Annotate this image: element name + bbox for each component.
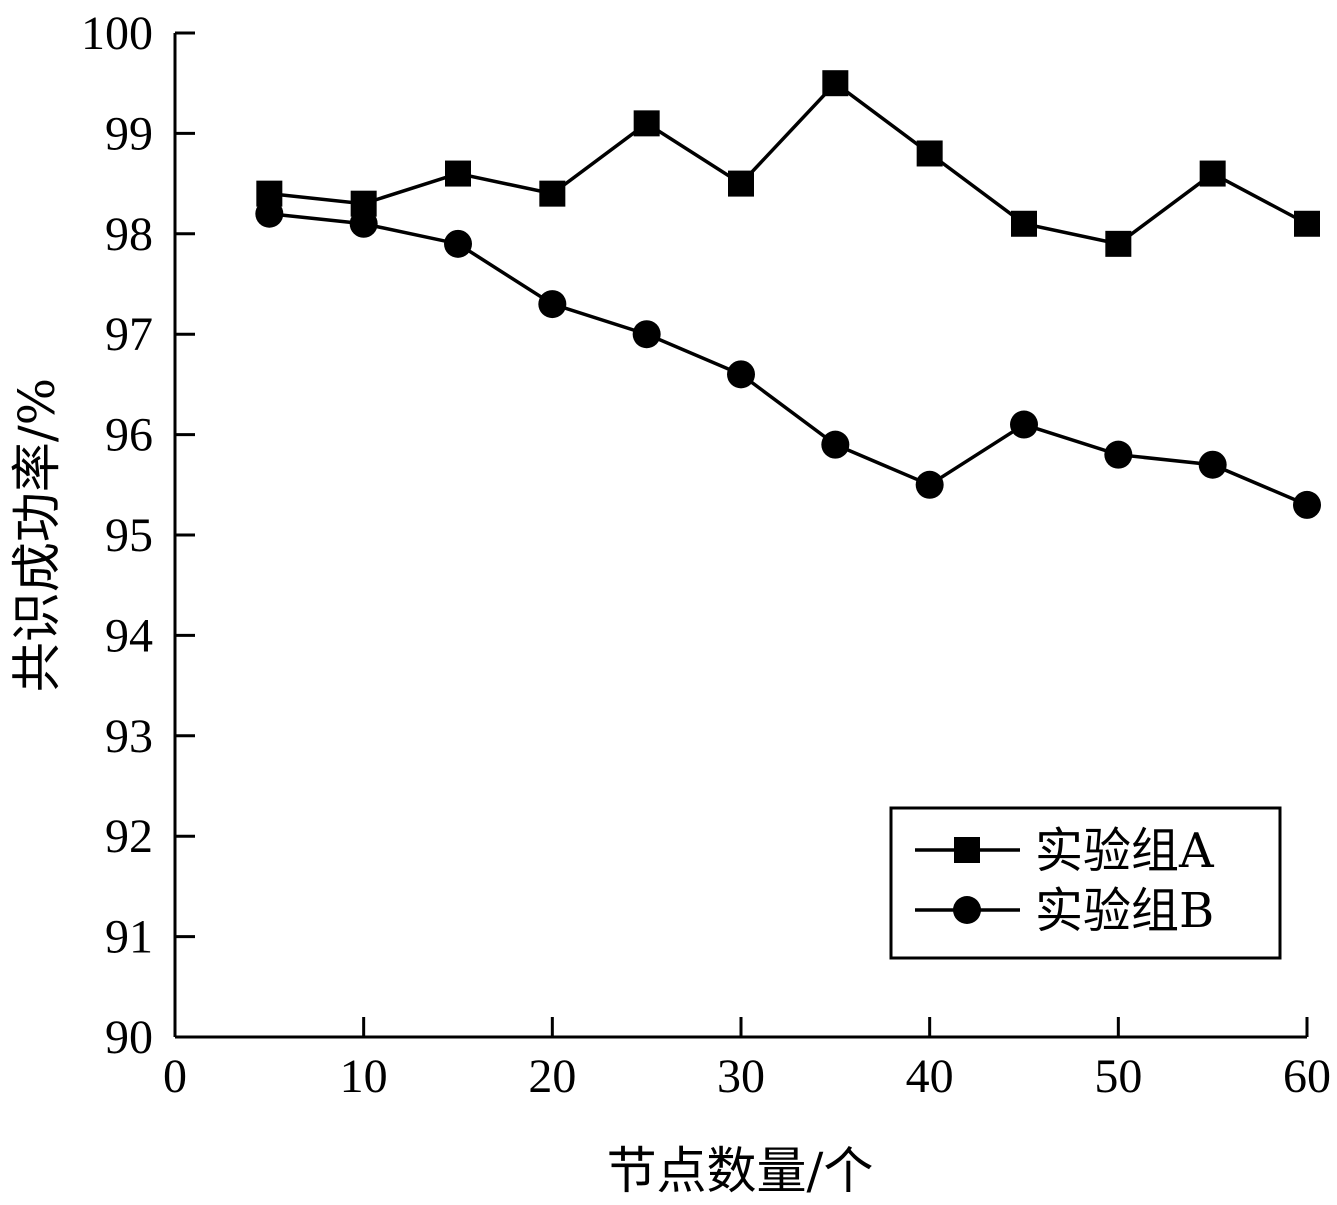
circle-point <box>915 470 944 499</box>
circle-point <box>1198 450 1227 479</box>
circle-point <box>349 209 378 238</box>
x-axis-title: 节点数量/个 <box>607 1142 874 1200</box>
square-point <box>1199 160 1226 187</box>
legend-square-marker <box>954 837 980 863</box>
circle-point <box>255 199 284 228</box>
square-point <box>633 110 660 137</box>
circle-point <box>444 229 472 258</box>
x-tick-label: 30 <box>717 1050 765 1103</box>
square-point <box>822 70 849 97</box>
legend-box <box>889 806 1282 960</box>
legend-label: 实验组B <box>1035 883 1214 939</box>
circle-point <box>632 320 661 349</box>
y-tick-label: 99 <box>105 107 153 160</box>
x-tick-label: 0 <box>163 1050 187 1103</box>
series-line <box>269 211 1308 507</box>
x-tick-label: 10 <box>340 1050 388 1103</box>
square-point <box>445 160 471 187</box>
series-1 <box>256 70 1320 257</box>
circle-point <box>1104 440 1133 469</box>
y-tick-label: 91 <box>105 911 153 964</box>
series-line <box>269 80 1308 246</box>
square-point <box>728 170 754 197</box>
y-tick-label: 93 <box>105 710 153 763</box>
circle-point <box>538 290 567 319</box>
x-tick-label: 60 <box>1283 1050 1331 1103</box>
square-point <box>1011 210 1037 237</box>
y-tick-label: 95 <box>105 509 153 562</box>
legend-circle-marker <box>953 896 981 924</box>
circle-point <box>1010 410 1038 439</box>
x-tick-label: 20 <box>528 1050 576 1103</box>
square-point <box>1294 210 1320 237</box>
y-tick-label: 97 <box>105 308 153 361</box>
y-tick-label: 96 <box>105 409 153 462</box>
y-tick-label: 94 <box>105 609 153 662</box>
series-2 <box>255 199 1321 519</box>
legend-label: 实验组A <box>1035 823 1215 879</box>
y-tick-label: 92 <box>105 810 153 863</box>
circle-point <box>727 360 755 389</box>
axes: 90 91 92 93 94 95 96 97 98 99 100 0 10 20 30 40 50 60 <box>81 7 1331 1103</box>
square-point <box>539 180 566 207</box>
y-tick-label: 98 <box>105 208 153 261</box>
square-point <box>1105 230 1132 257</box>
circle-point <box>1293 490 1321 519</box>
series-layer <box>255 70 1321 519</box>
x-tick-label: 40 <box>906 1050 954 1103</box>
x-tick-label: 50 <box>1094 1050 1142 1103</box>
y-tick-label: 90 <box>105 1011 153 1064</box>
y-tick-label: 100 <box>81 7 153 60</box>
y-axis-title: 共识成功率/% <box>8 378 66 692</box>
square-point <box>916 140 943 167</box>
circle-point <box>821 430 850 459</box>
